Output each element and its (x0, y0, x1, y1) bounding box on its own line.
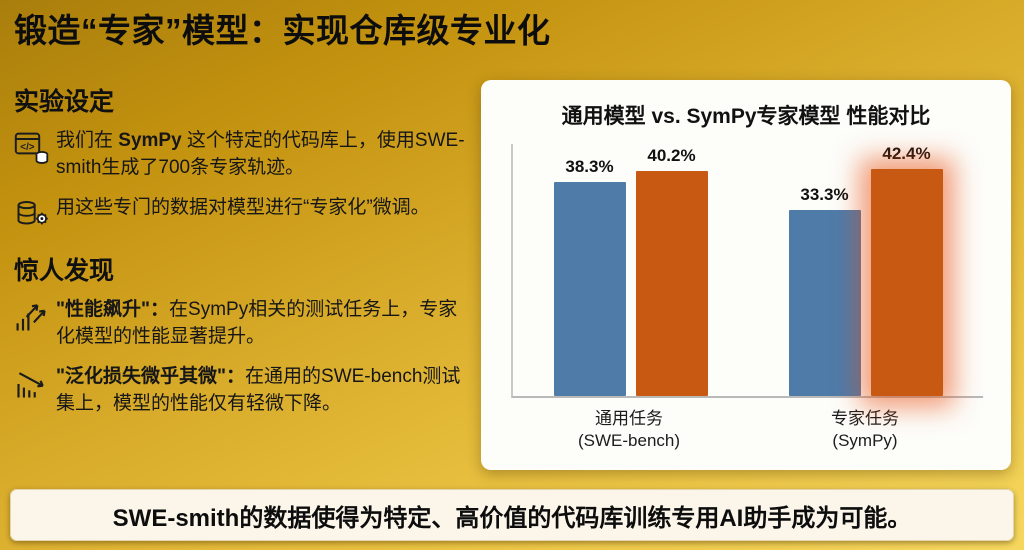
text-segment: 用这些专门的数据对模型进行“专家化”微调。 (56, 196, 430, 218)
text-segment-bold: SymPy (118, 130, 182, 151)
bar-column: 40.2% (635, 144, 708, 396)
svg-text:</>: </> (20, 142, 35, 153)
bar-column: 42.4% (870, 144, 943, 396)
list-item-setup-1: </> 我们在 SymPy 这个特定的代码库上，使用SWE-smith生成了70… (14, 128, 470, 182)
x-label-sub: (SymPy) (832, 431, 898, 451)
bar-group-general: 38.3% 40.2% (513, 144, 748, 396)
bar-column: 33.3% (788, 144, 861, 396)
text-segment-bold: "性能飙升"： (56, 298, 170, 320)
item-text: "性能飙升"：在SymPy相关的测试任务上，专家化模型的性能显著提升。 (56, 297, 470, 351)
banner-text: SWE-smith的数据使得为特定、高价值的代码库训练专用AI助手成为可能。 (112, 504, 912, 532)
x-label-expert: 专家任务 (SymPy) (747, 408, 983, 452)
bar-value-label: 40.2% (647, 145, 696, 165)
bar-column: 38.3% (553, 144, 626, 396)
rising-chart-icon (14, 297, 56, 335)
item-text: 我们在 SymPy 这个特定的代码库上，使用SWE-smith生成了700条专家… (56, 128, 470, 182)
bottom-banner: SWE-smith的数据使得为特定、高价值的代码库训练专用AI助手成为可能。 (10, 489, 1014, 541)
chart-title: 通用模型 vs. SymPy专家模型 性能对比 (561, 105, 931, 128)
x-axis-labels: 通用任务 (SWE-bench) 专家任务 (SymPy) (511, 408, 983, 452)
bar-expert-blue (788, 209, 861, 396)
item-text: 用这些专门的数据对模型进行“专家化”微调。 (56, 195, 430, 222)
x-label-main: 专家任务 (831, 409, 899, 428)
bar-chart: 38.3% 40.2% 33.3% 42.4% (511, 144, 983, 398)
bar-value-label: 38.3% (565, 156, 614, 176)
list-item-finding-2: "泛化损失微乎其微"：在通用的SWE-bench测试集上，模型的性能仅有轻微下降… (14, 364, 470, 418)
item-text: "泛化损失微乎其微"：在通用的SWE-bench测试集上，模型的性能仅有轻微下降… (56, 364, 470, 418)
x-label-sub: (SWE-bench) (577, 431, 681, 451)
bar-general-blue (553, 181, 626, 396)
database-gear-icon (14, 195, 56, 233)
left-column: 实验设定 </> 我们在 SymPy 这个特定的代码库上，使用SWE-smith… (14, 82, 470, 431)
text-segment: 在SymPy相关的测试任务上，专家化模型的性能显著提升。 (56, 298, 458, 347)
bar-expert-orange-highlighted (870, 169, 943, 396)
list-item-setup-2: 用这些专门的数据对模型进行“专家化”微调。 (14, 195, 470, 233)
text-segment: 这个特定的代码库上，使用SWE-smith生成了700条专家轨迹。 (56, 130, 465, 178)
x-label-main: 通用任务 (595, 409, 663, 428)
text-segment-bold: "泛化损失微乎其微"： (56, 365, 246, 387)
bar-value-label: 33.3% (800, 184, 849, 204)
section-heading-findings: 惊人发现 (14, 256, 115, 285)
text-segment: 我们在 (56, 130, 119, 151)
page-title: 锻造“专家”模型：实现仓库级专业化 (14, 12, 551, 49)
declining-chart-icon (14, 364, 56, 402)
chart-card: 通用模型 vs. SymPy专家模型 性能对比 38.3% 40.2% 33.3… (481, 80, 1011, 470)
section-heading-setup: 实验设定 (14, 88, 115, 116)
text-segment: 在通用的SWE-bench测试集上，模型的性能仅有轻微下降。 (56, 365, 461, 414)
bar-value-label: 42.4% (882, 144, 931, 163)
list-item-finding-1: "性能飙升"：在SymPy相关的测试任务上，专家化模型的性能显著提升。 (14, 297, 470, 351)
bar-group-expert: 33.3% 42.4% (748, 144, 983, 396)
bar-general-orange (635, 170, 708, 396)
x-label-general: 通用任务 (SWE-bench) (511, 408, 747, 452)
code-repository-icon: </> (14, 128, 56, 166)
